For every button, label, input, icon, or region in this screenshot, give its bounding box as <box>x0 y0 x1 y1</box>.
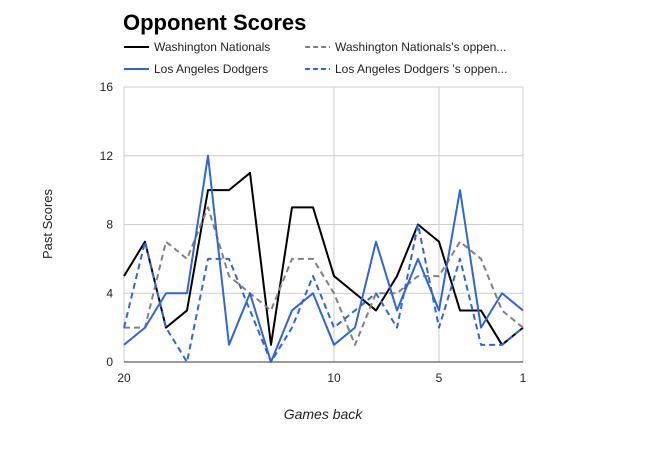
series-line-4 <box>123 223 524 363</box>
legend-label: Washington Nationals <box>154 40 270 54</box>
y-tick-label: 4 <box>106 286 113 300</box>
x-tick-label: 5 <box>436 371 443 385</box>
series-line-3 <box>123 154 524 363</box>
series-line-2 <box>124 206 524 346</box>
y-tick-label: 12 <box>100 149 114 163</box>
legend: Washington Nationals Washington Nationals… <box>124 40 507 76</box>
y-tick-label: 8 <box>106 218 113 232</box>
legend-label: Los Angeles Dodgers 's oppen... <box>335 62 507 76</box>
x-tick-label: 1 <box>520 371 527 385</box>
y-tick-label: 16 <box>100 80 114 94</box>
axis-tick-labels: 0 4 8 12 16 20 10 5 1 <box>100 80 527 385</box>
legend-label: Los Angeles Dodgers <box>154 62 268 76</box>
x-tick-label: 10 <box>327 371 341 385</box>
y-tick-label: 0 <box>106 355 113 369</box>
y-axis-label: Past Scores <box>40 188 55 259</box>
x-axis-label: Games back <box>284 406 364 422</box>
x-tick-label: 20 <box>117 371 131 385</box>
legend-label: Washington Nationals's oppen... <box>335 40 506 54</box>
chart-title: Opponent Scores <box>123 10 306 35</box>
series-line-1 <box>123 171 524 346</box>
series-layer <box>123 154 524 363</box>
